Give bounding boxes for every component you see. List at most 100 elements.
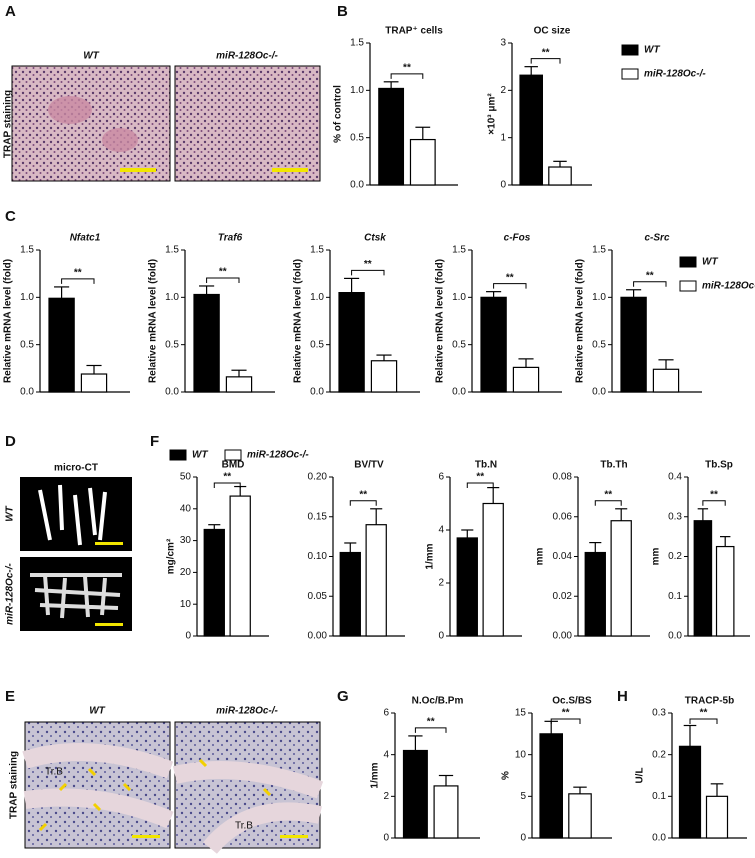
chart-title: Tb.Sp [705, 460, 733, 471]
y-axis-label: 1/mm [425, 543, 436, 569]
y-tick-label: 10 [515, 749, 527, 760]
bar [48, 297, 75, 393]
significance-bracket [390, 73, 424, 79]
micrograph [24, 721, 171, 849]
significance-label: ** [542, 47, 550, 58]
significance-bracket [466, 482, 494, 488]
y-tick-label: 0.05 [308, 591, 328, 602]
panel-letter: D [5, 433, 16, 450]
significance-bracket [689, 718, 718, 724]
y-axis-label: Relative mRNA level (fold) [293, 259, 304, 383]
scale-bar [120, 168, 156, 172]
significance-label: ** [710, 489, 718, 500]
column-label: WT [89, 706, 105, 717]
bar [705, 795, 729, 839]
chart-title: Ctsk [364, 233, 386, 244]
significance-label: ** [403, 62, 411, 73]
bar [402, 749, 428, 839]
y-tick-label: 0.06 [553, 511, 573, 522]
bar [548, 166, 572, 186]
panel-letter: F [150, 433, 159, 450]
legend-label: miR-128Oc-/- [247, 450, 309, 461]
y-tick-label: 1.5 [592, 245, 606, 256]
scale-bar [95, 623, 123, 626]
y-tick-label: 1.0 [310, 292, 324, 303]
bar [225, 376, 253, 393]
osteoclast [102, 128, 138, 152]
y-tick-label: 0.0 [592, 387, 606, 398]
y-tick-label: 30 [180, 535, 192, 546]
y-axis-label: Relative mRNA level (fold) [3, 259, 14, 383]
panel-letter: E [5, 688, 15, 705]
bar [480, 296, 507, 393]
y-tick-label: 0.2 [652, 749, 666, 760]
chart-title: BMD [222, 460, 245, 471]
significance-label: ** [219, 267, 227, 278]
region-label: Tr.B [45, 767, 63, 778]
bar [338, 292, 365, 393]
y-tick-label: 6 [383, 708, 389, 719]
y-tick-label: 5 [520, 791, 526, 802]
significance-label: ** [223, 472, 231, 483]
significance-label: ** [476, 472, 484, 483]
bar [229, 495, 251, 637]
arrow [38, 758, 272, 832]
y-tick-label: 0.04 [553, 551, 573, 562]
legend-swatch [621, 44, 639, 56]
bar [339, 551, 361, 637]
significance-bracket [550, 718, 581, 724]
significance-label: ** [506, 272, 514, 283]
column-label: WT [83, 51, 99, 62]
significance-bracket [633, 281, 667, 287]
significance-bracket [61, 278, 95, 284]
y-tick-label: 0.0 [20, 387, 34, 398]
panel-letter: B [337, 3, 348, 20]
bar [678, 745, 702, 839]
y-tick-label: 0.0 [350, 180, 364, 191]
y-axis-label: mg/cm² [166, 538, 177, 574]
y-tick-label: 0 [438, 631, 444, 642]
trabecula [38, 484, 107, 546]
y-tick-label: 2 [383, 791, 389, 802]
y-tick-label: 1.5 [165, 245, 179, 256]
row-label: TRAP staining [9, 751, 20, 819]
scale-bar [272, 168, 308, 172]
y-tick-label: 0.0 [310, 387, 324, 398]
significance-label: ** [74, 268, 82, 279]
y-axis-label: Relative mRNA level (fold) [435, 259, 446, 383]
bar [568, 793, 592, 839]
chart-title: OC size [534, 26, 571, 37]
y-tick-label: 0.00 [308, 631, 328, 642]
y-tick-label: 0.0 [652, 833, 666, 844]
y-tick-label: 6 [438, 472, 444, 483]
y-tick-label: 4 [438, 525, 444, 536]
row-label: WT [5, 505, 16, 521]
bar [433, 785, 459, 839]
bar [715, 545, 735, 637]
bar [584, 551, 606, 637]
significance-label: ** [604, 489, 612, 500]
y-axis-label: Relative mRNA level (fold) [148, 259, 159, 383]
y-tick-label: 0.5 [452, 339, 466, 350]
significance-label: ** [700, 708, 708, 719]
significance-label: ** [364, 259, 372, 270]
y-tick-label: 0.1 [668, 591, 682, 602]
y-axis-label: ×10³ μm² [487, 93, 498, 135]
bar [80, 373, 108, 393]
significance-label: ** [359, 489, 367, 500]
significance-bracket [493, 283, 527, 289]
y-tick-label: 0.0 [668, 631, 682, 642]
y-tick-label: 0.5 [310, 339, 324, 350]
significance-bracket [594, 500, 622, 506]
y-tick-label: 0.5 [165, 339, 179, 350]
panel-letter: A [5, 3, 16, 20]
chart-title: TRACP-5b [685, 696, 734, 707]
significance-bracket [206, 277, 240, 283]
y-tick-label: 1.5 [310, 245, 324, 256]
bar [652, 368, 680, 393]
significance-label: ** [562, 708, 570, 719]
trabecula [172, 761, 324, 854]
bar [539, 733, 563, 839]
significance-bracket [213, 482, 241, 488]
